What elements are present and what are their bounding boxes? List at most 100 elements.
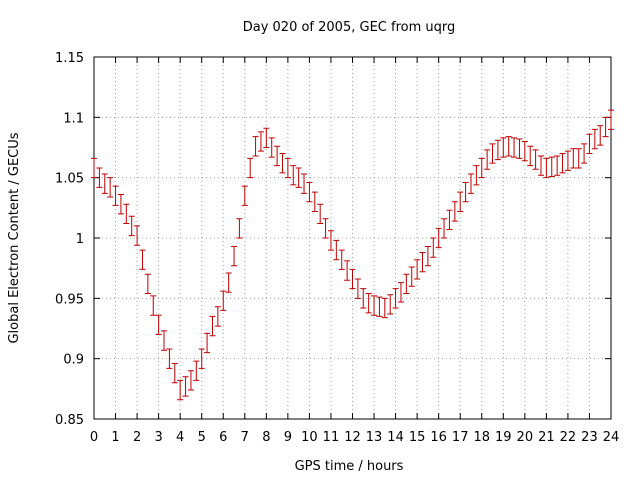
data-point (543, 157, 550, 179)
x-tick-label: 16 (430, 430, 447, 445)
data-point (101, 173, 108, 194)
data-point (263, 127, 270, 148)
data-point (209, 315, 216, 337)
x-tick-label: 19 (495, 430, 512, 445)
x-tick-label: 10 (301, 430, 318, 445)
data-point (371, 295, 378, 316)
data-point (128, 215, 135, 237)
data-point (96, 167, 103, 188)
data-point (236, 218, 243, 239)
data-point (559, 153, 566, 174)
x-tick-label: 5 (198, 430, 206, 445)
y-tick-label: 1.15 (55, 51, 84, 66)
data-point (112, 185, 119, 206)
x-tick-label: 1 (111, 430, 119, 445)
data-point (581, 143, 588, 164)
grid (94, 57, 611, 419)
x-tick-label: 11 (323, 430, 340, 445)
data-point (511, 137, 518, 158)
data-point (193, 360, 200, 381)
data-point (317, 203, 324, 225)
data-point (403, 273, 410, 295)
data-point (171, 362, 178, 384)
x-tick-label: 3 (154, 430, 162, 445)
x-tick-label: 9 (284, 430, 292, 445)
x-tick-label: 6 (219, 430, 227, 445)
data-point (597, 125, 604, 146)
data-point (311, 191, 318, 212)
data-point (586, 133, 593, 155)
data-point (306, 181, 313, 203)
x-tick-label: 15 (409, 430, 426, 445)
data-point (117, 194, 124, 215)
data-point (344, 260, 351, 281)
data-point (500, 137, 507, 158)
data-point (397, 282, 404, 303)
x-tick-label: 23 (581, 430, 598, 445)
data-point (532, 149, 539, 170)
data-point (608, 109, 614, 130)
data-point (419, 251, 426, 273)
data-point (107, 177, 114, 198)
data-point (381, 297, 388, 319)
data-point (139, 249, 146, 270)
data-point (284, 157, 291, 179)
data-point (478, 157, 485, 179)
x-tick-label: 2 (133, 430, 141, 445)
data-point (214, 306, 221, 327)
x-tick-label: 22 (560, 430, 577, 445)
data-point (349, 268, 356, 290)
data-point (537, 155, 544, 176)
data-point (430, 237, 437, 258)
data-point (462, 181, 469, 203)
data-point (91, 157, 97, 179)
data-point (387, 294, 394, 315)
data-point (435, 227, 442, 249)
data-point (257, 131, 264, 152)
data-point (198, 348, 205, 369)
data-point (177, 379, 184, 401)
data-point (564, 150, 571, 171)
data-point (457, 191, 464, 212)
data-point (484, 149, 491, 170)
data-point (376, 296, 383, 317)
data-point (489, 143, 496, 164)
x-tick-label: 13 (366, 430, 383, 445)
data-point (494, 139, 501, 161)
data-point (575, 148, 582, 169)
x-tick-label: 4 (176, 430, 184, 445)
data-point (161, 330, 168, 351)
data-point (150, 295, 157, 316)
x-axis-title: GPS time / hours (295, 459, 404, 474)
data-point (187, 370, 194, 391)
data-point (473, 165, 480, 186)
y-tick-label: 0.9 (63, 353, 84, 368)
error-bar-series (91, 109, 614, 401)
data-point (354, 278, 361, 299)
data-point (295, 167, 302, 188)
data-point (360, 288, 367, 309)
y-tick-labels: 0.85 0.9 0.95 1 1.05 1.1 1.15 (55, 51, 84, 428)
data-point (446, 209, 453, 231)
data-point (424, 245, 431, 267)
data-point (591, 128, 598, 150)
axis-ticks (93, 56, 612, 420)
data-point (231, 245, 238, 267)
x-tick-label: 7 (241, 430, 249, 445)
data-point (268, 137, 275, 158)
data-point (516, 138, 523, 159)
data-point (338, 249, 345, 270)
data-point (182, 376, 189, 397)
data-point (166, 348, 173, 369)
data-point (220, 290, 227, 311)
data-point (301, 173, 308, 194)
x-tick-label: 20 (517, 430, 534, 445)
data-point (322, 218, 329, 239)
data-point (252, 136, 259, 157)
data-point (274, 145, 281, 167)
y-tick-label: 1.1 (63, 111, 84, 126)
data-point (241, 185, 248, 206)
x-tick-labels: 0 1 2 3 4 5 6 7 8 9 10 11 12 13 14 15 16 17 18 19 20 21 22 23 24 (90, 430, 619, 445)
data-point (441, 218, 448, 239)
x-tick-label: 8 (262, 430, 270, 445)
